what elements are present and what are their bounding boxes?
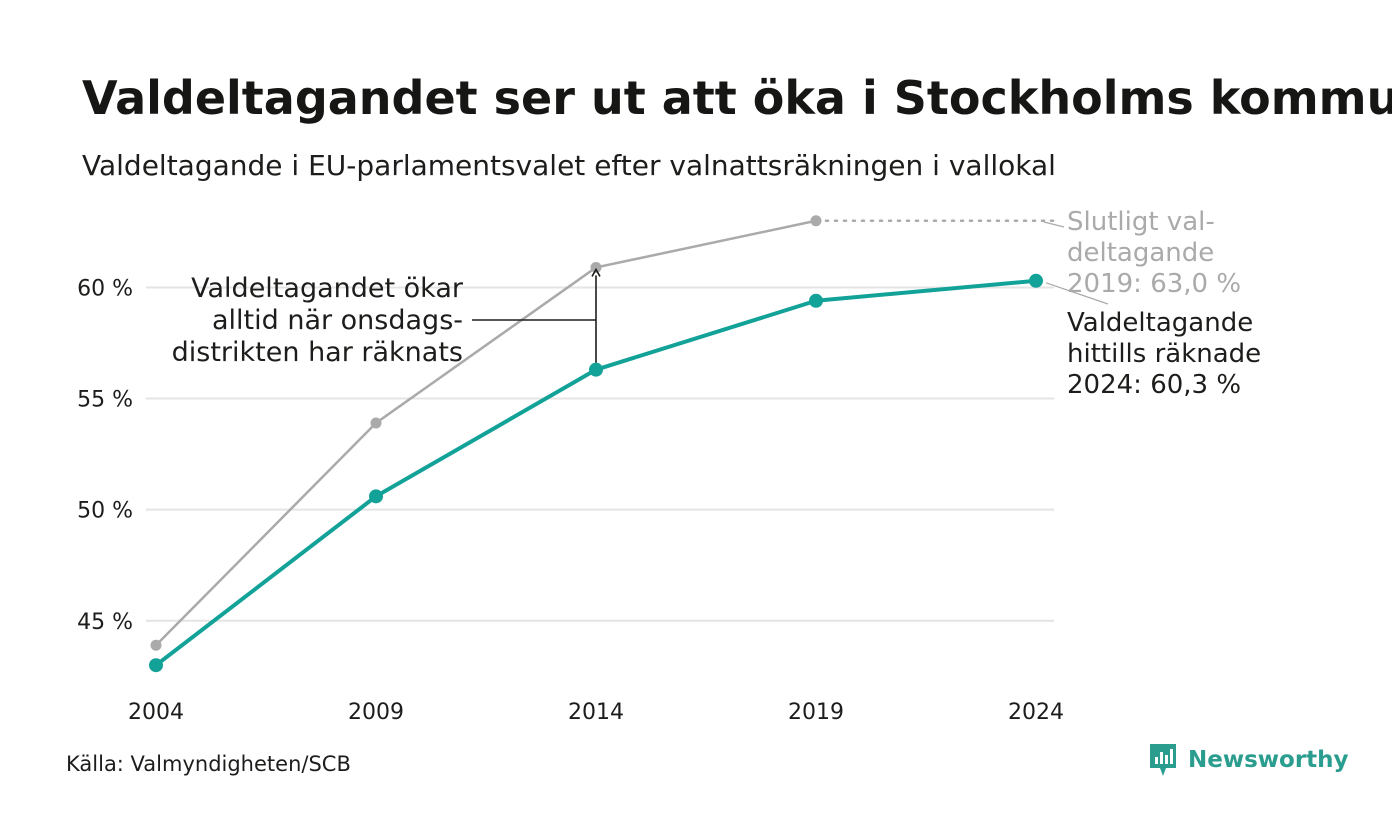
x-tick-label: 2009	[348, 700, 404, 725]
newsworthy-logo-icon	[1150, 744, 1176, 776]
label-final-line: Slutligt val-	[1067, 207, 1215, 237]
y-tick-label: 60 %	[77, 276, 133, 301]
chart-title: Valdeltagandet ser ut att öka i Stockhol…	[82, 71, 1392, 125]
label-counted-line: Valdeltagande	[1067, 308, 1253, 338]
counted-point	[589, 362, 603, 377]
final-point	[370, 417, 382, 429]
label-counted-line: hittills räknade	[1067, 339, 1261, 369]
x-tick-label: 2014	[568, 700, 624, 725]
counted-point	[809, 293, 823, 308]
counted-point	[149, 658, 163, 673]
chart-subtitle: Valdeltagande i EU-parlamentsvalet efter…	[82, 149, 1056, 182]
counted-point	[369, 489, 383, 504]
series-line-final	[154, 219, 818, 647]
final-point	[810, 215, 822, 227]
counted-point	[1029, 273, 1043, 288]
final-point	[590, 261, 602, 273]
final-point	[150, 639, 162, 651]
label-final-line: deltagande	[1067, 238, 1214, 268]
label-final-line: 2019: 63,0 %	[1067, 269, 1241, 299]
annotation-increase-line: alltid när onsdags-	[212, 305, 463, 336]
annotation-increase-line: distrikten har räknats	[172, 337, 463, 368]
brand-logo: Newsworthy	[1148, 742, 1349, 778]
y-tick-label: 45 %	[77, 610, 133, 635]
source-note: Källa: Valmyndigheten/SCB	[66, 752, 351, 776]
x-tick-label: 2024	[1008, 700, 1064, 725]
annotation-arrow-head	[591, 267, 601, 277]
label-counted-line: 2024: 60,3 %	[1067, 370, 1241, 400]
label-final-connector	[1043, 221, 1065, 228]
annotation-increase-line: Valdeltagandet ökar	[191, 273, 464, 304]
x-tick-label: 2019	[788, 700, 844, 725]
y-tick-label: 55 %	[77, 388, 133, 413]
y-tick-label: 50 %	[77, 499, 133, 524]
x-tick-label: 2004	[128, 700, 184, 725]
label-counted-connector	[1045, 282, 1109, 305]
brand-name: Newsworthy	[1188, 747, 1349, 773]
